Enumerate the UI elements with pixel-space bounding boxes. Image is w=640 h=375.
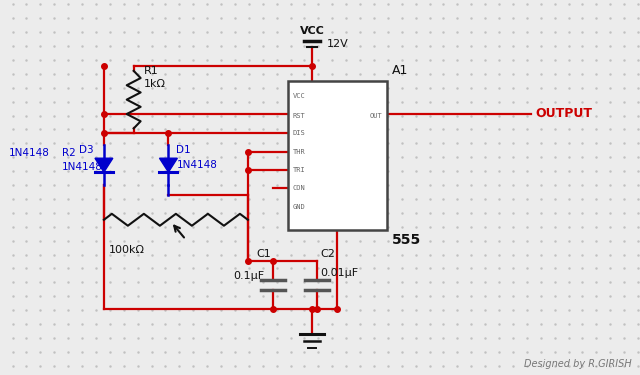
Text: VCC: VCC xyxy=(300,26,325,36)
Text: 0.1μF: 0.1μF xyxy=(233,272,264,281)
Text: GND: GND xyxy=(292,204,305,210)
Text: 100kΩ: 100kΩ xyxy=(109,244,145,255)
Text: OUTPUT: OUTPUT xyxy=(536,107,593,120)
Text: 1N4148: 1N4148 xyxy=(8,148,49,158)
Text: 1N4148: 1N4148 xyxy=(177,160,217,170)
Text: A1: A1 xyxy=(392,64,408,77)
Text: 12V: 12V xyxy=(327,39,349,49)
Text: 1kΩ: 1kΩ xyxy=(143,79,166,89)
Text: R2: R2 xyxy=(62,148,76,158)
Text: THR: THR xyxy=(292,149,305,155)
Text: VCC: VCC xyxy=(292,93,305,99)
Text: RST: RST xyxy=(292,112,305,118)
Text: OUT: OUT xyxy=(369,112,382,118)
Text: R1: R1 xyxy=(143,66,158,76)
Text: Designed by R.GIRISH: Designed by R.GIRISH xyxy=(524,358,632,369)
Text: 1N4148: 1N4148 xyxy=(62,162,103,172)
Text: TRI: TRI xyxy=(292,167,305,173)
Text: C1: C1 xyxy=(256,249,271,258)
Text: 555: 555 xyxy=(392,232,421,247)
Text: CON: CON xyxy=(292,185,305,191)
Text: D1: D1 xyxy=(177,145,191,155)
Polygon shape xyxy=(159,158,177,172)
Text: D3: D3 xyxy=(79,145,94,155)
Bar xyxy=(287,81,387,230)
Text: DIS: DIS xyxy=(292,130,305,136)
Text: C2: C2 xyxy=(321,249,335,258)
Text: 0.01μF: 0.01μF xyxy=(321,268,358,278)
Polygon shape xyxy=(95,158,113,172)
